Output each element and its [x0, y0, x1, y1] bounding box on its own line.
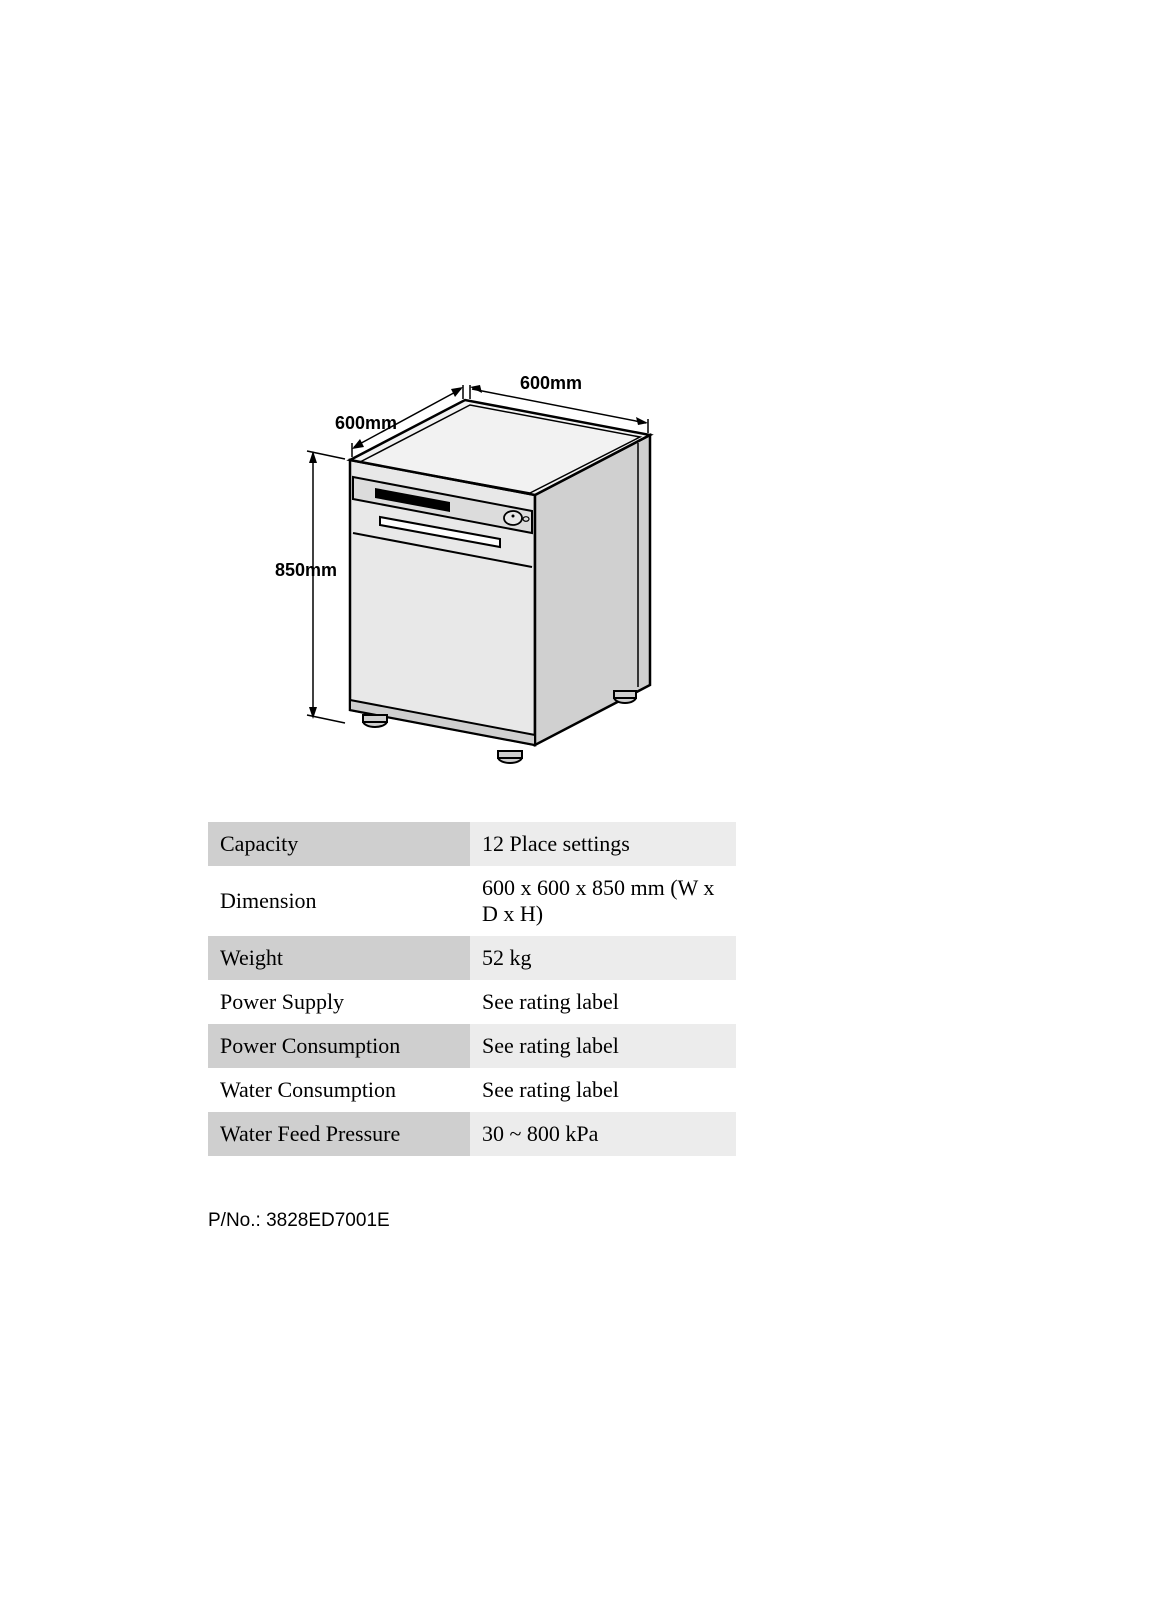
spec-value: See rating label — [470, 1068, 736, 1112]
table-row: Capacity12 Place settings — [208, 822, 736, 866]
spec-value: 52 kg — [470, 936, 736, 980]
spec-label: Power Supply — [208, 980, 470, 1024]
spec-value: See rating label — [470, 1024, 736, 1068]
table-row: Water ConsumptionSee rating label — [208, 1068, 736, 1112]
spec-label: Capacity — [208, 822, 470, 866]
table-row: Power ConsumptionSee rating label — [208, 1024, 736, 1068]
spec-label: Power Consumption — [208, 1024, 470, 1068]
spec-table: Capacity12 Place settingsDimension600 x … — [208, 822, 736, 1156]
page: 850mm 600mm 600mm Capacity12 Place setti… — [0, 0, 1169, 1600]
table-row: Water Feed Pressure30 ~ 800 kPa — [208, 1112, 736, 1156]
spec-value: 600 x 600 x 850 mm (W x D x H) — [470, 866, 736, 936]
table-row: Power SupplySee rating label — [208, 980, 736, 1024]
spec-table-body: Capacity12 Place settingsDimension600 x … — [208, 822, 736, 1156]
dim-height-label: 850mm — [275, 560, 337, 581]
spec-label: Weight — [208, 936, 470, 980]
table-row: Dimension600 x 600 x 850 mm (W x D x H) — [208, 866, 736, 936]
spec-value: 12 Place settings — [470, 822, 736, 866]
spec-value: See rating label — [470, 980, 736, 1024]
spec-label: Dimension — [208, 866, 470, 936]
dim-depth-label: 600mm — [335, 413, 397, 434]
table-row: Weight52 kg — [208, 936, 736, 980]
dim-width-label: 600mm — [520, 373, 582, 394]
part-number: P/No.: 3828ED7001E — [208, 1210, 390, 1232]
spec-label: Water Feed Pressure — [208, 1112, 470, 1156]
spec-value: 30 ~ 800 kPa — [470, 1112, 736, 1156]
product-diagram: 850mm 600mm 600mm — [280, 365, 700, 785]
spec-label: Water Consumption — [208, 1068, 470, 1112]
